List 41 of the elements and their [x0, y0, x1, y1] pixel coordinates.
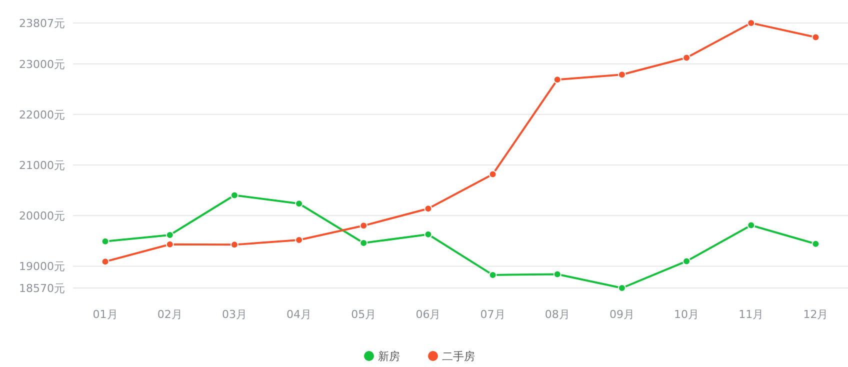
x-tick-label: 12月 [803, 308, 828, 321]
y-tick-label: 23000元 [19, 58, 65, 71]
point [166, 240, 174, 248]
point [747, 19, 756, 27]
x-tick-label: 09月 [609, 308, 634, 321]
x-tick-label: 04月 [286, 308, 312, 321]
y-tick-label: 22000元 [19, 108, 65, 122]
legend-label: 二手房 [442, 350, 475, 363]
x-tick-label: 01月 [92, 308, 118, 321]
point [553, 76, 562, 84]
x-tick-label: 07月 [480, 308, 506, 321]
point [618, 70, 626, 79]
point [230, 191, 238, 200]
x-tick-label: 06月 [416, 308, 441, 321]
point [360, 222, 368, 230]
point [230, 240, 238, 249]
x-tick-label: 03月 [222, 308, 247, 321]
x-tick-label: 11月 [738, 308, 764, 321]
y-tick-label: 23807元 [19, 17, 65, 30]
point [812, 33, 820, 42]
point [424, 230, 432, 238]
point [682, 54, 691, 62]
point [553, 270, 562, 278]
point [618, 284, 626, 292]
x-tick-label: 10月 [674, 308, 700, 321]
y-tick-label: 21000元 [19, 159, 65, 172]
point [488, 170, 497, 178]
point [812, 240, 820, 248]
x-tick-label: 02月 [157, 308, 182, 321]
y-tick-label: 20000元 [19, 210, 65, 223]
point [682, 257, 691, 266]
point [424, 204, 432, 213]
y-tick-label: 19000元 [19, 260, 65, 274]
x-tick-label: 05月 [351, 308, 376, 321]
point [101, 258, 110, 266]
x-tick-label: 08月 [544, 308, 570, 321]
y-tick-label: 18570元 [19, 282, 65, 295]
legend-label: 新房 [378, 350, 400, 363]
point [295, 200, 304, 208]
point [747, 221, 756, 230]
point [101, 237, 110, 246]
